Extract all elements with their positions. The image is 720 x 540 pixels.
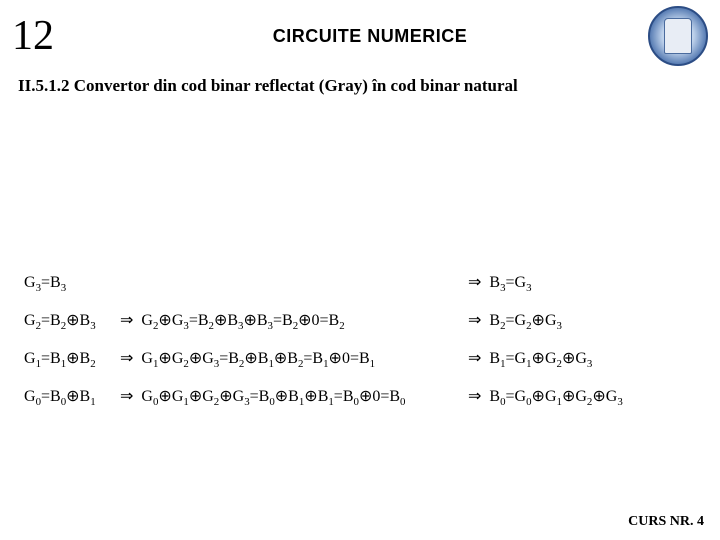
- equations-block: G3=B3 ⇒ B3=G3 G2=B2⊕B3 ⇒ G2⊕G3=B2⊕B3⊕B3=…: [24, 272, 696, 424]
- section-heading: II.5.1.2 Convertor din cod binar reflect…: [0, 66, 720, 96]
- eq2-rhs: ⇒ B2=G2⊕G3: [468, 310, 696, 330]
- eq1-rhs: ⇒ B3=G3: [468, 272, 696, 292]
- eq4-lhs: G0=B0⊕B1: [24, 386, 120, 406]
- equation-row-1: G3=B3 ⇒ B3=G3: [24, 272, 696, 292]
- slide-number: 12: [12, 12, 92, 60]
- eq3-mid: ⇒ G1⊕G2⊕G3=B2⊕B1⊕B2=B1⊕0=B1: [120, 348, 468, 368]
- university-logo: [648, 6, 708, 66]
- eq4-mid: ⇒ G0⊕G1⊕G2⊕G3=B0⊕B1⊕B1=B0⊕0=B0: [120, 386, 468, 406]
- eq2-lhs: G2=B2⊕B3: [24, 310, 120, 330]
- eq1-lhs: G3=B3: [24, 274, 120, 292]
- eq4-rhs: ⇒ B0=G0⊕G1⊕G2⊕G3: [468, 386, 696, 406]
- equation-row-2: G2=B2⊕B3 ⇒ G2⊕G3=B2⊕B3⊕B3=B2⊕0=B2 ⇒ B2=G…: [24, 310, 696, 330]
- slide-title: CIRCUITE NUMERICE: [92, 26, 648, 47]
- footer-course-number: CURS NR. 4: [628, 514, 704, 530]
- equation-row-3: G1=B1⊕B2 ⇒ G1⊕G2⊕G3=B2⊕B1⊕B2=B1⊕0=B1 ⇒ B…: [24, 348, 696, 368]
- equation-row-4: G0=B0⊕B1 ⇒ G0⊕G1⊕G2⊕G3=B0⊕B1⊕B1=B0⊕0=B0 …: [24, 386, 696, 406]
- eq3-rhs: ⇒ B1=G1⊕G2⊕G3: [468, 348, 696, 368]
- eq3-lhs: G1=B1⊕B2: [24, 348, 120, 368]
- logo-shield-icon: [664, 18, 692, 54]
- slide-header: 12 CIRCUITE NUMERICE: [0, 0, 720, 66]
- eq2-mid: ⇒ G2⊕G3=B2⊕B3⊕B3=B2⊕0=B2: [120, 310, 468, 330]
